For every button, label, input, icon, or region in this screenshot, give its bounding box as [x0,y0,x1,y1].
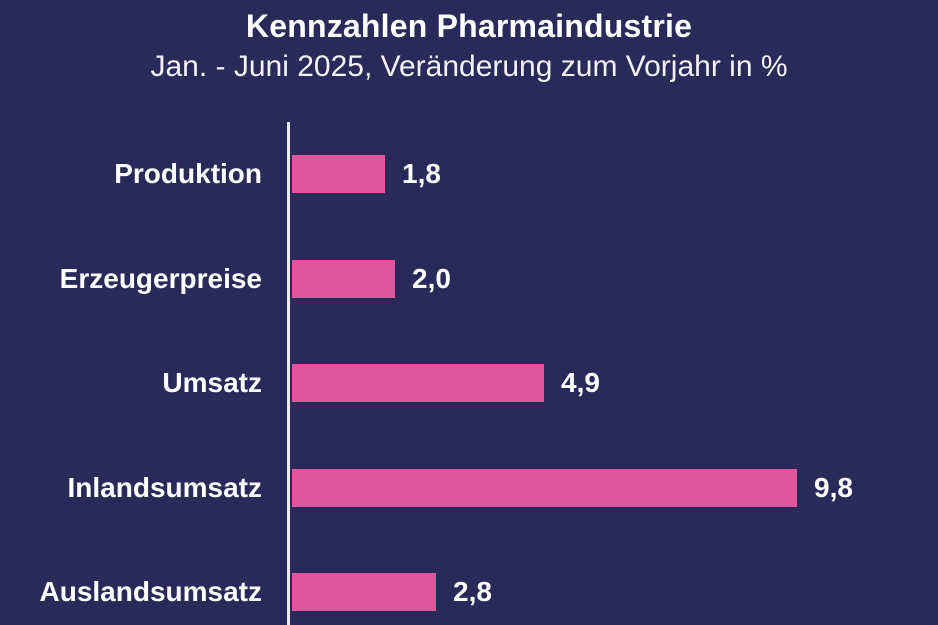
bar [292,259,395,298]
value-label: 4,9 [561,367,600,399]
bar-row: Auslandsumsatz 2,8 [0,540,938,625]
bar-area: 9,8 [292,468,938,507]
chart-header: Kennzahlen Pharmaindustrie Jan. - Juni 2… [0,6,938,86]
chart-subtitle: Jan. - Juni 2025, Veränderung zum Vorjah… [150,50,788,83]
bar-row: Umsatz 4,9 [0,331,938,436]
value-label: 2,0 [412,262,451,294]
bar-area: 4,9 [292,364,938,403]
value-label: 2,8 [453,576,492,608]
bar-rows: Produktion 1,8 Erzeugerpreise 2,0 Umsatz… [0,122,938,625]
bar-row: Erzeugerpreise 2,0 [0,227,938,332]
bar-area: 2,8 [292,573,938,612]
category-label: Umsatz [162,367,262,399]
value-label: 9,8 [814,471,853,503]
y-axis-line [287,122,290,625]
chart-title: Kennzahlen Pharmaindustrie [245,8,693,44]
category-label: Erzeugerpreise [59,262,262,294]
bar-row: Inlandsumsatz 9,8 [0,436,938,541]
category-label: Produktion [114,158,262,190]
bar-row: Produktion 1,8 [0,122,938,227]
bar [292,364,544,403]
value-label: 1,8 [402,158,441,190]
bar-area: 2,0 [292,259,938,298]
category-label: Inlandsumsatz [67,471,262,503]
bar-area: 1,8 [292,155,938,194]
category-label: Auslandsumsatz [39,576,263,608]
bar [292,155,385,194]
bar [292,573,436,612]
bar [292,468,797,507]
